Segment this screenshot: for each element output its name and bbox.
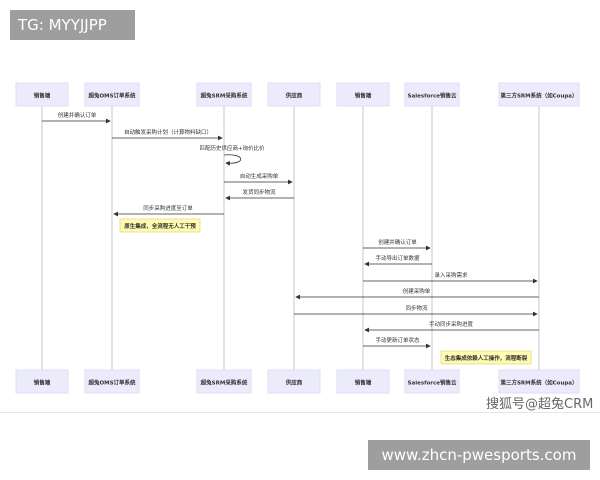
message-label: 创建并确认订单 <box>378 238 417 246</box>
actor-label: Salesforce销售云 <box>408 92 457 100</box>
self-message-arrow <box>223 154 242 166</box>
actor-box-top <box>84 82 140 107</box>
actor-box-bottom <box>267 369 321 394</box>
message-label: 发货同步物流 <box>242 188 276 196</box>
actor-label: 超兔SRM采购系统 <box>200 92 248 100</box>
message-label: 录入采购需求 <box>434 271 468 279</box>
actor-label: 销售端 <box>34 92 51 100</box>
overlay-label: TG: MYYJJPP <box>10 10 135 40</box>
actor-box-bottom <box>336 369 390 394</box>
message-label: 同步采购进度至订单 <box>143 204 193 212</box>
message-label: 创建采购单 <box>403 287 431 295</box>
message-label: 自动生成采购单 <box>240 172 279 180</box>
actor-label: 供应商 <box>285 379 303 387</box>
note-text: 生态集成依赖人工操作，流程断裂 <box>445 354 528 362</box>
actor-label: 销售端 <box>355 92 372 100</box>
note-text: 原生集成，全流程无人工干预 <box>124 222 196 230</box>
message-label: 创建并确认订单 <box>58 111 97 119</box>
actor-label: 第三方SRM系统（如Coupa） <box>500 379 577 387</box>
sequence-diagram: 销售端销售端超兔OMS订单系统超兔OMS订单系统超兔SRM采购系统超兔SRM采购… <box>15 82 580 394</box>
message-label: 同步物流 <box>405 304 428 312</box>
actor-label: 超兔OMS订单系统 <box>87 92 136 100</box>
actor-box-top <box>404 82 460 107</box>
actor-box-top <box>196 82 252 107</box>
actor-label: 销售端 <box>355 379 372 387</box>
actor-box-bottom <box>84 369 140 394</box>
actor-label: 销售端 <box>34 379 51 387</box>
message-label: 自动触发采购计划（计算物料缺口） <box>124 128 212 136</box>
actor-box-top <box>267 82 321 107</box>
message-label: 匹配历史供应商+询价比价 <box>199 144 265 152</box>
actor-box-bottom <box>15 369 69 394</box>
note-box <box>440 350 532 365</box>
divider <box>0 412 600 413</box>
actor-label: Salesforce销售云 <box>408 379 457 387</box>
actor-box-top <box>498 82 580 107</box>
actor-box-top <box>336 82 390 107</box>
watermark: www.zhcn-pwesports.com <box>368 440 590 470</box>
actor-box-bottom <box>196 369 252 394</box>
actor-box-top <box>15 82 69 107</box>
actor-label: 超兔SRM采购系统 <box>200 379 248 387</box>
actor-label: 第三方SRM系统（如Coupa） <box>500 92 577 100</box>
actor-label: 供应商 <box>285 92 303 100</box>
source-credit: 搜狐号@超兔CRM <box>486 397 594 412</box>
actor-box-bottom <box>404 369 460 394</box>
message-label: 手动导出订单数据 <box>375 254 420 262</box>
actor-box-bottom <box>498 369 580 394</box>
actor-label: 超兔OMS订单系统 <box>87 379 136 387</box>
message-label: 手动同步采购进度 <box>429 320 474 328</box>
message-label: 手动更新订单状态 <box>375 336 420 344</box>
note-box <box>119 218 201 233</box>
